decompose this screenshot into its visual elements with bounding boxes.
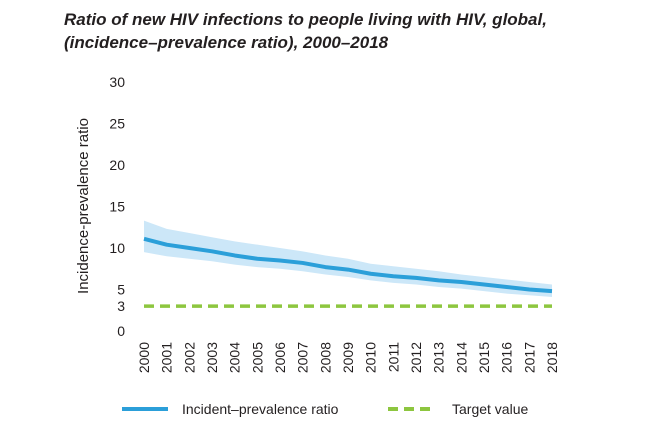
chart-title-line-2: (incidence–prevalence ratio), 2000–2018: [64, 33, 389, 52]
x-tick-label: 2009: [340, 342, 356, 373]
y-tick-label: 30: [109, 74, 125, 90]
x-tick-label: 2017: [521, 342, 537, 373]
x-tick-label: 2012: [408, 342, 424, 373]
x-tick-label: 2001: [159, 342, 175, 373]
y-tick-label: 0: [117, 323, 125, 339]
x-tick-label: 2006: [272, 342, 288, 373]
x-tick-label: 2005: [249, 342, 265, 373]
x-tick-label: 2018: [544, 342, 560, 373]
y-axis-label: Incidence-prevalence ratio: [75, 118, 92, 294]
x-tick-label: 2004: [227, 342, 243, 373]
uncertainty-band: [144, 220, 552, 297]
legend-label-target-value: Target value: [452, 401, 528, 417]
y-axis-ticks: 0 35 10 15 20 25 30: [109, 74, 125, 339]
x-tick-label: 2002: [181, 342, 197, 373]
x-tick-label: 2010: [363, 342, 379, 373]
plot-area: [143, 220, 553, 308]
x-tick-label: 2007: [295, 342, 311, 373]
y-tick-label: 20: [109, 157, 125, 173]
x-tick-label: 2014: [453, 342, 469, 373]
x-tick-label: 2013: [431, 342, 447, 373]
legend: Incident–prevalence ratio Target value: [122, 401, 528, 417]
series-line-incidence-prevalence-ratio: [143, 236, 553, 294]
y-tick-label: 25: [109, 116, 125, 132]
y-tick-label: 15: [109, 199, 125, 215]
x-tick-label: 2003: [204, 342, 220, 373]
y-tick-label: 5: [117, 282, 125, 298]
x-tick-label: 2008: [317, 342, 333, 373]
x-tick-label: 2011: [385, 342, 401, 372]
chart-title: Ratio of new HIV infections to people li…: [64, 8, 664, 54]
x-tick-label: 2015: [476, 342, 492, 373]
y-tick-label: 10: [109, 240, 125, 256]
x-tick-label: 2016: [499, 342, 515, 373]
x-tick-label: 2000: [136, 342, 152, 373]
x-axis-ticks: 2000 2001 2002 2003 2004 2005 2006 2007 2008 2009…: [136, 342, 560, 373]
legend-label-incidence-prevalence-ratio: Incident–prevalence ratio: [182, 401, 339, 417]
y-tick-label: 3: [117, 298, 125, 314]
chart-title-line-1: Ratio of new HIV infections to people li…: [64, 10, 547, 29]
